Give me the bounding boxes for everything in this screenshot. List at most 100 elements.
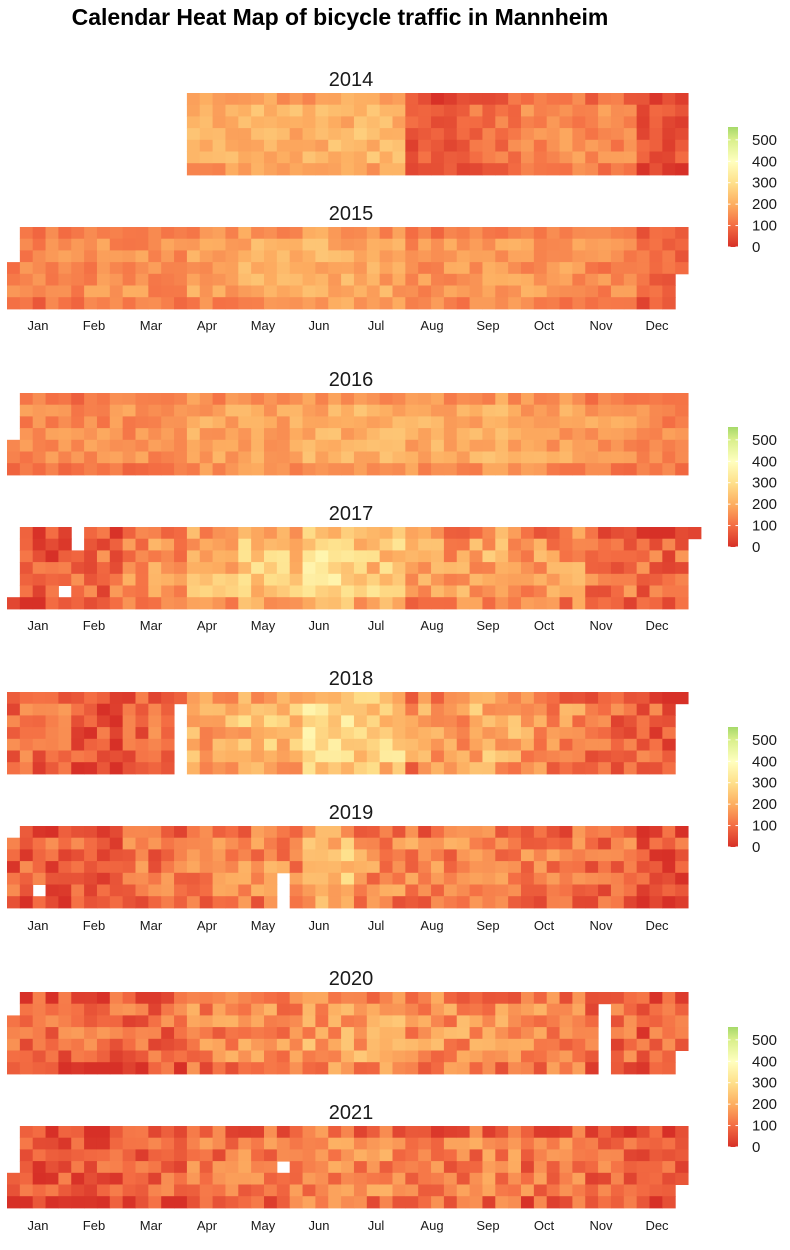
heat-cell: [71, 1149, 85, 1162]
heat-cell: [418, 416, 432, 429]
heat-cell: [161, 273, 175, 286]
heat-cell: [264, 262, 278, 275]
heat-cell: [559, 715, 573, 728]
heat-cell: [533, 1062, 548, 1075]
heat-cell: [58, 1184, 72, 1197]
heat-cell: [521, 1050, 535, 1063]
heat-cell: [122, 715, 136, 728]
heat-cell: [662, 861, 676, 874]
heat-cell: [328, 738, 342, 751]
heat-cell: [148, 238, 162, 251]
heat-cell: [469, 1038, 483, 1051]
heat-cell: [199, 692, 214, 705]
heat-cell: [84, 416, 98, 429]
heat-cell: [623, 404, 638, 417]
heat-cell: [71, 273, 85, 286]
heat-cell: [598, 872, 612, 885]
heat-cell: [559, 585, 573, 598]
heat-cell: [610, 585, 625, 598]
heat-cell: [148, 1184, 162, 1197]
heat-cell: [508, 1161, 522, 1174]
heat-cell: [675, 1015, 689, 1028]
heat-cell: [418, 1172, 432, 1185]
heat-cell: [649, 1050, 663, 1063]
heat-cell: [623, 238, 638, 251]
heat-cell: [572, 884, 586, 897]
heat-cell: [264, 849, 278, 862]
heat-cell: [315, 585, 329, 598]
heat-cell: [84, 861, 98, 874]
heat-cell: [45, 1015, 59, 1028]
heat-cell: [238, 550, 252, 563]
heat-cell: [341, 250, 355, 263]
heat-cell: [559, 1027, 573, 1040]
heat-cell: [405, 297, 419, 310]
heat-cell: [353, 104, 368, 117]
heat-cell: [572, 1172, 586, 1185]
heat-cell: [456, 597, 471, 610]
heat-cell: [186, 238, 201, 251]
heat-cell: [662, 428, 676, 441]
heat-cell: [7, 750, 21, 763]
heat-cell: [7, 463, 21, 476]
heat-cell: [418, 837, 432, 850]
heat-cell: [276, 163, 291, 176]
heat-cell: [688, 527, 702, 540]
heat-cell: [212, 151, 226, 164]
heat-cell: [353, 238, 368, 251]
heat-cell: [32, 1126, 47, 1139]
heat-cell: [199, 273, 214, 286]
heat-cell: [302, 250, 316, 263]
heat-cell: [328, 750, 342, 763]
heat-cell: [84, 238, 98, 251]
heat-cell: [212, 139, 226, 152]
heat-cell: [19, 250, 34, 263]
heat-cell: [58, 1062, 72, 1075]
heat-cell: [482, 285, 496, 298]
heat-cell: [161, 550, 175, 563]
heat-cell: [508, 128, 522, 141]
heat-cell: [174, 573, 188, 586]
heat-cell: [122, 1126, 136, 1139]
heat-cell: [469, 692, 483, 705]
heat-cell: [199, 416, 214, 429]
heat-cell: [546, 104, 561, 117]
heat-cell: [675, 262, 689, 275]
heat-cell: [456, 1126, 471, 1139]
heat-cell: [264, 404, 278, 417]
heat-cell: [96, 861, 111, 874]
heat-cell: [199, 139, 214, 152]
legend-tick-label: 400: [752, 453, 777, 470]
heat-cell: [585, 738, 599, 751]
heat-cell: [546, 715, 561, 728]
heat-cell: [109, 1172, 124, 1185]
heat-cell: [238, 527, 252, 540]
heat-cell: [469, 439, 483, 452]
heat-cell: [84, 1003, 98, 1016]
heat-cell: [431, 439, 445, 452]
heat-cell: [469, 826, 483, 839]
heat-cell: [546, 416, 561, 429]
month-tick-label: Nov: [589, 318, 613, 333]
heat-cell: [276, 93, 291, 106]
heat-cell: [161, 872, 175, 885]
heat-cell: [315, 884, 329, 897]
heat-cell: [585, 861, 599, 874]
heat-cell: [122, 1062, 136, 1075]
heat-cell: [264, 1003, 278, 1016]
legend-tick-label: 500: [752, 432, 777, 449]
heat-cell: [58, 1038, 72, 1051]
heat-cell: [251, 837, 265, 850]
heat-cell: [84, 884, 98, 897]
heat-cell: [610, 1027, 625, 1040]
heat-cell: [225, 439, 239, 452]
heat-cell: [353, 884, 368, 897]
heat-cell: [392, 297, 406, 310]
heat-cell: [341, 1062, 355, 1075]
heat-cell: [598, 849, 612, 862]
heat-cell: [392, 116, 406, 129]
heat-cell: [405, 250, 419, 263]
heat-cell: [341, 597, 355, 610]
heat-cell: [508, 273, 522, 286]
heat-cell: [341, 227, 355, 240]
